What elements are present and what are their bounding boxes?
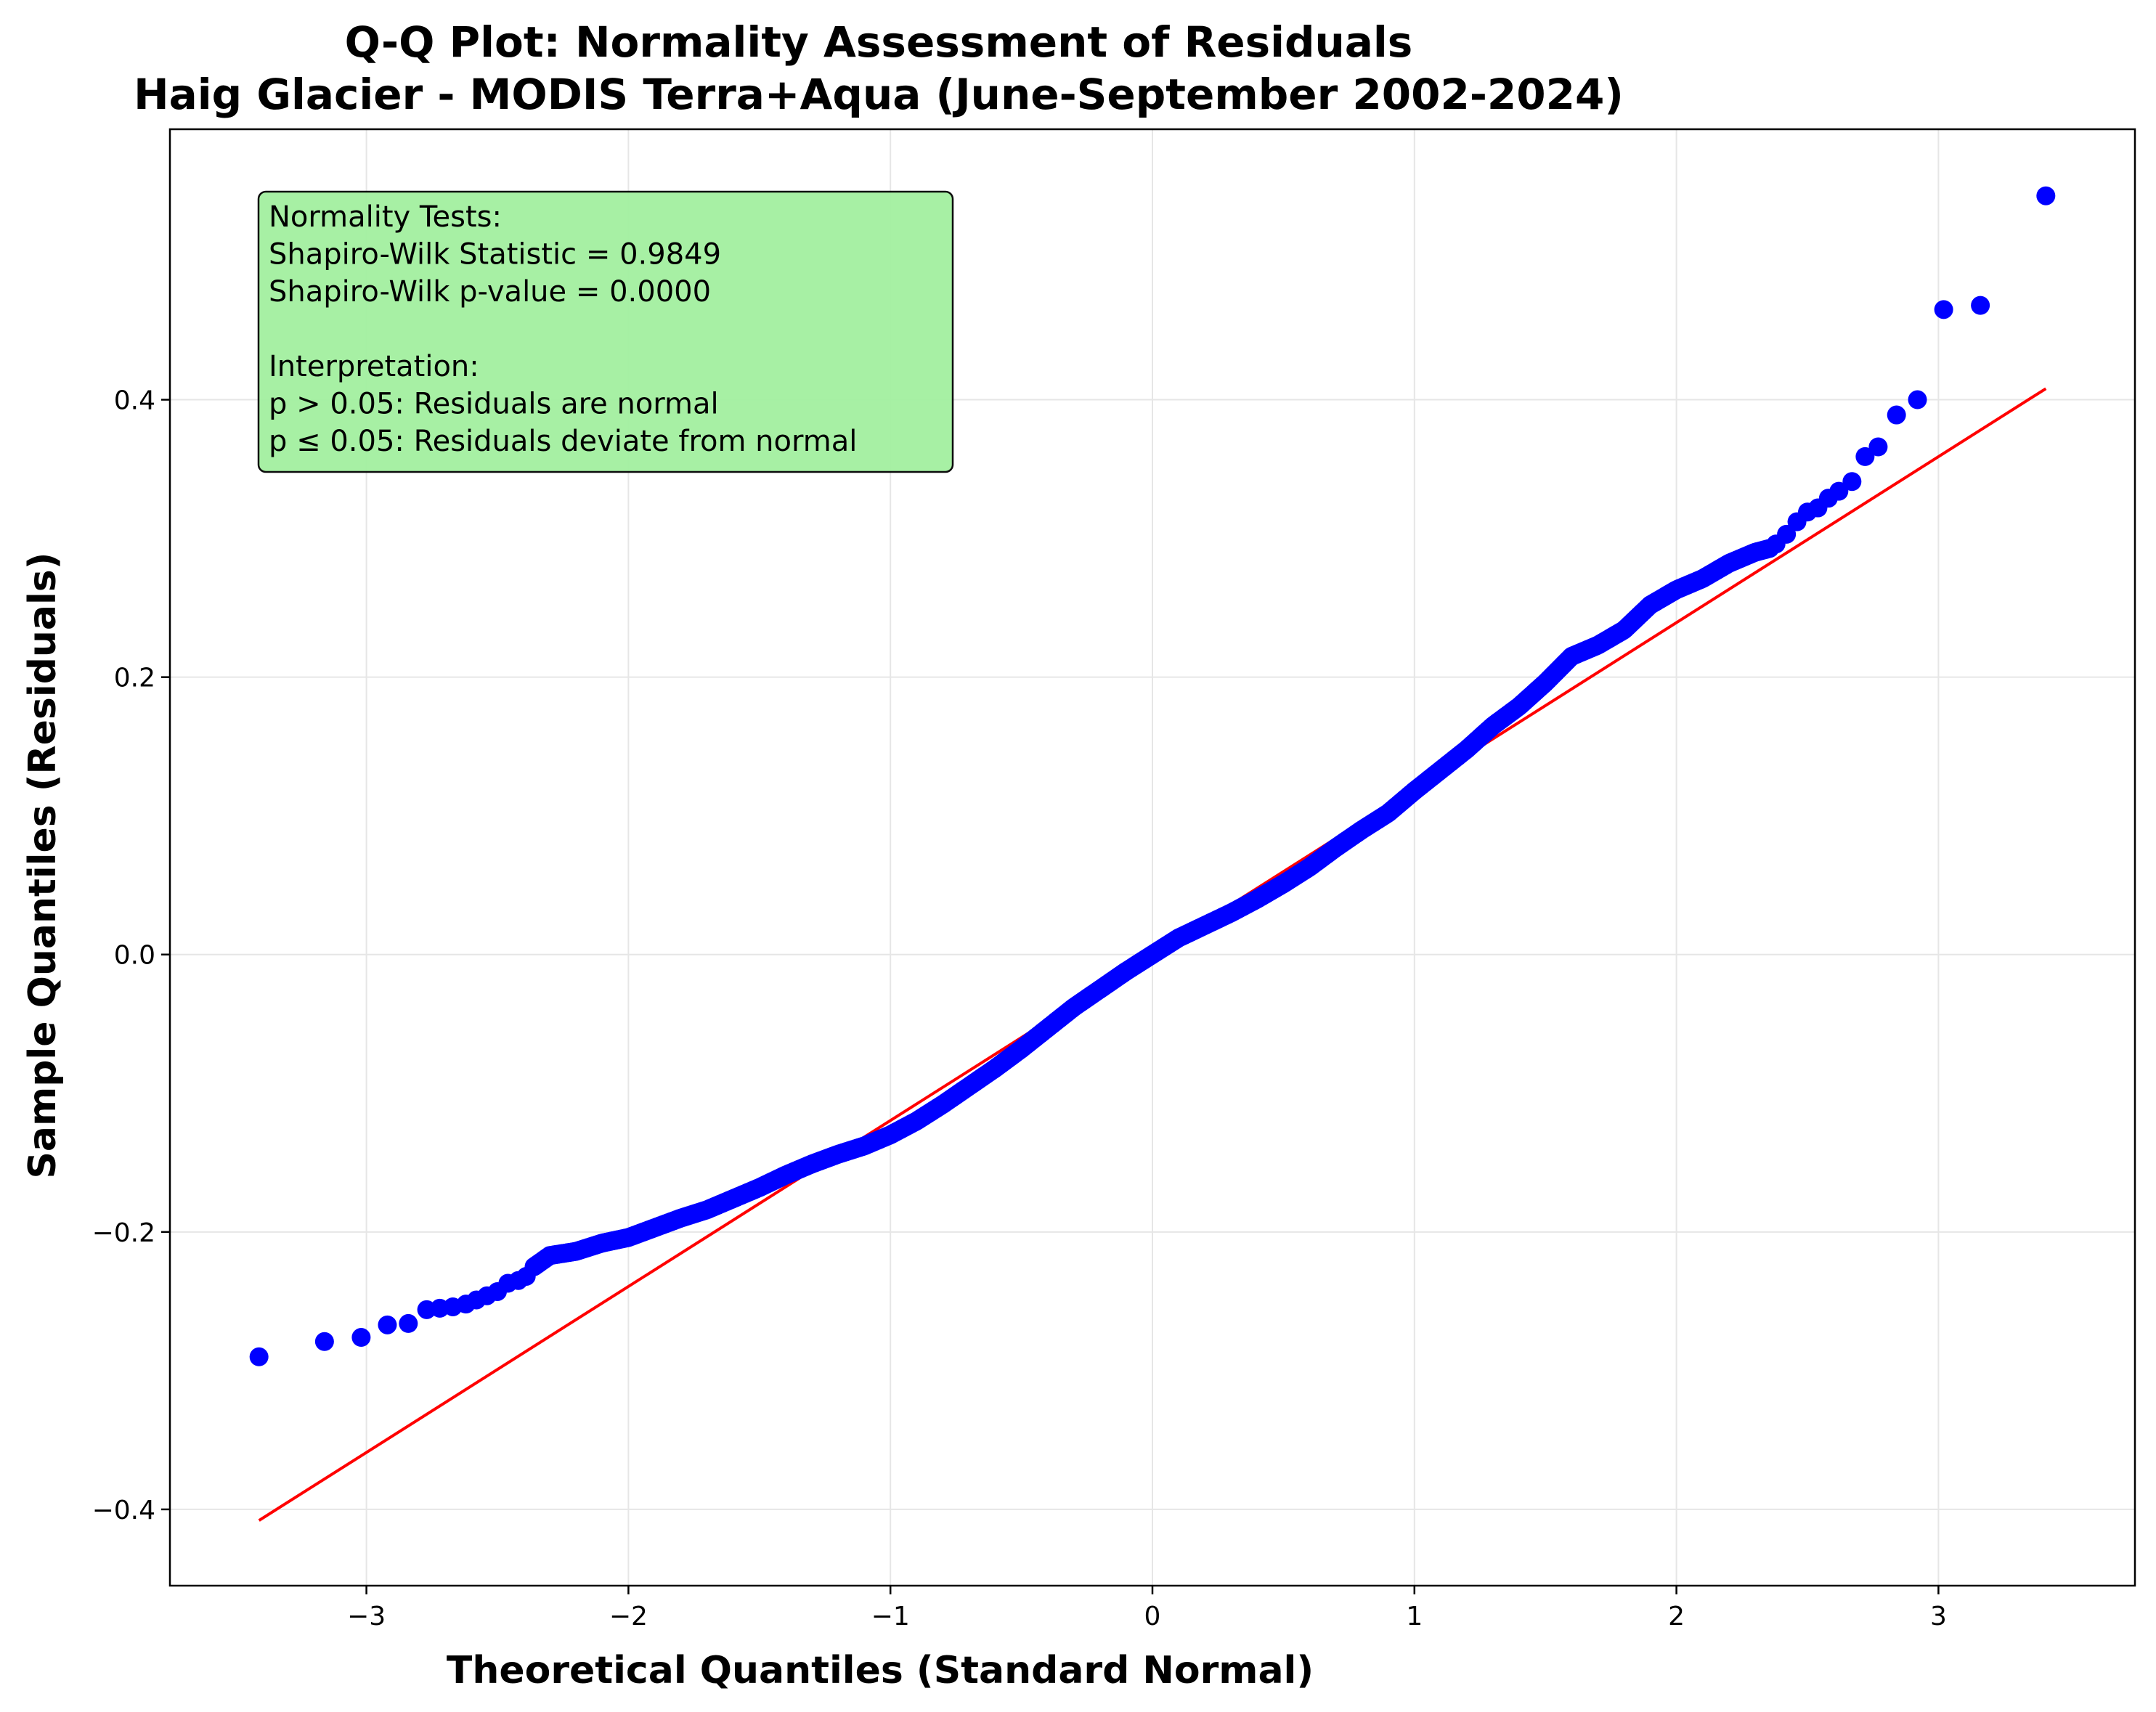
annotation-background <box>257 190 954 473</box>
sample-point <box>1829 481 1849 501</box>
x-tick-label: 2 <box>1668 1602 1685 1631</box>
sample-point <box>1971 295 1990 315</box>
annotation-line: Shapiro-Wilk p-value = 0.0000 <box>269 275 711 309</box>
annotation-line: p > 0.05: Residuals are normal <box>269 388 719 421</box>
sample-point <box>1887 405 1906 425</box>
sample-point <box>1855 447 1875 466</box>
annotation-line: p ≤ 0.05: Residuals deviate from normal <box>269 425 857 458</box>
x-tick-label: −1 <box>871 1602 910 1631</box>
y-axis-ticks: −0.4 −0.2 0.0 0.2 0.4 <box>92 386 170 1525</box>
x-axis-label: Theoretical Quantiles (Standard Normal) <box>447 1649 1314 1692</box>
y-axis-label: Sample Quantiles (Residuals) <box>21 552 65 1178</box>
annotation-text: Normality Tests: Shapiro-Wilk Statistic =… <box>269 200 857 458</box>
x-tick-label: −3 <box>347 1602 386 1631</box>
y-tick-label: 0.4 <box>114 386 155 416</box>
annotation-line: Shapiro-Wilk Statistic = 0.9849 <box>269 238 721 272</box>
sample-point <box>378 1315 397 1334</box>
sample-point <box>249 1347 269 1366</box>
sample-points <box>249 186 2056 1366</box>
x-tick-label: 0 <box>1144 1602 1161 1631</box>
sample-point <box>351 1328 371 1348</box>
x-tick-label: −2 <box>609 1602 648 1631</box>
chart-title: Q-Q Plot: Normality Assessment of Residu… <box>345 17 1413 67</box>
y-tick-label: −0.4 <box>92 1496 155 1525</box>
annotation-line: Normality Tests: <box>269 200 502 234</box>
sample-point <box>1934 300 1953 319</box>
sample-point <box>516 1266 536 1286</box>
chart-subtitle: Haig Glacier - MODIS Terra+Aqua (June-Se… <box>134 70 1624 119</box>
annotation-line: Interpretation: <box>269 350 479 383</box>
sample-point <box>1908 390 1927 409</box>
y-tick-label: 0.2 <box>114 664 155 693</box>
sample-point <box>399 1313 418 1333</box>
x-tick-label: 1 <box>1406 1602 1423 1631</box>
sample-point <box>1868 437 1888 457</box>
x-axis-ticks: −3 −2 −1 0 1 2 3 <box>347 1586 1947 1631</box>
y-tick-label: 0.0 <box>114 941 155 971</box>
sample-point <box>2036 186 2056 205</box>
x-tick-label: 3 <box>1930 1602 1947 1631</box>
sample-point <box>1777 524 1797 544</box>
sample-point <box>1842 472 1862 492</box>
sample-point <box>314 1332 334 1351</box>
y-tick-label: −0.2 <box>92 1218 155 1248</box>
normality-annotation-box: Normality Tests: Shapiro-Wilk Statistic =… <box>257 190 954 473</box>
